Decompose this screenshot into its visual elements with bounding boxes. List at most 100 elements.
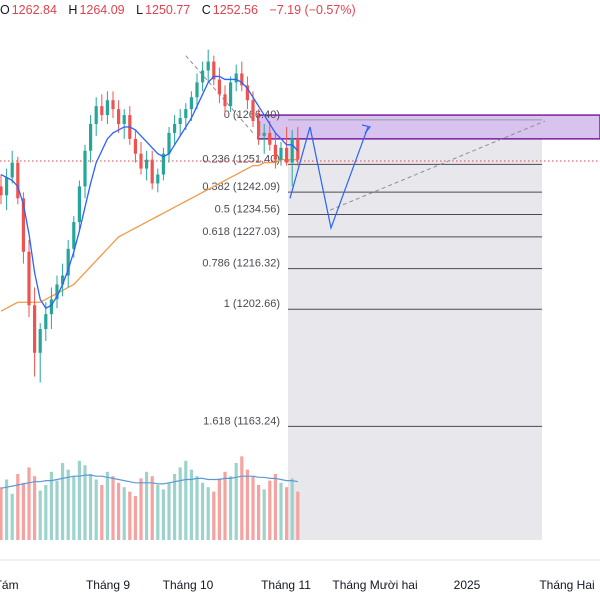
volume-bar [262, 489, 266, 540]
candle-body [38, 329, 42, 353]
candle-body [44, 314, 48, 330]
volume-bar [240, 456, 244, 540]
volume-bar [128, 491, 132, 540]
volume-bar [223, 471, 227, 540]
candle-body [251, 100, 255, 122]
candle-body [212, 61, 216, 80]
candle-body [206, 61, 210, 71]
volume-bar [206, 487, 210, 540]
close-label: C [201, 3, 211, 17]
volume-bar [178, 467, 182, 540]
ema-fast-line [0, 75, 299, 310]
volume-bar [139, 478, 143, 540]
volume-bar [77, 460, 81, 540]
volume-bar [268, 480, 272, 540]
volume-bar [279, 482, 283, 540]
candle-body [66, 248, 70, 276]
candle-body [201, 70, 205, 83]
candle-body [268, 132, 272, 145]
volume-bar [251, 476, 255, 540]
candle-body [133, 138, 137, 154]
volume-bar [195, 476, 199, 540]
volume-bar [83, 465, 87, 540]
candle-body [139, 153, 143, 169]
candle-body [240, 73, 244, 86]
fib-label: 0.236 (1251.40) [202, 153, 280, 165]
volume-bar [285, 487, 289, 540]
candle-body [105, 100, 109, 116]
volume-bar [21, 482, 25, 540]
low-value: 1250.77 [145, 3, 191, 17]
volume-bar [122, 487, 126, 540]
x-tick-label: Tháng Hai [539, 578, 594, 592]
x-tick-label: Tháng Mười hai [332, 578, 417, 592]
open-value: 1262.84 [11, 3, 57, 17]
candle-body [16, 162, 20, 199]
candle-body [173, 124, 177, 133]
x-tick-label: Tháng 10 [163, 578, 214, 592]
candle-body [217, 79, 221, 95]
fib-label: 0.382 (1242.09) [202, 181, 280, 193]
fib-label: 1 (1202.66) [224, 298, 280, 310]
volume-bar [5, 479, 9, 540]
candle-body [72, 222, 76, 249]
volume-bar [117, 482, 121, 540]
volume-bar [61, 463, 65, 540]
volume-bar [94, 479, 98, 540]
x-tick-label: Tháng 9 [86, 578, 130, 592]
projection-path [289, 126, 369, 231]
candle-body [245, 85, 249, 101]
candle-body [122, 115, 126, 124]
x-tick-label: 2025 [454, 578, 481, 592]
volume-bar [16, 474, 20, 540]
candle-body [94, 106, 98, 124]
candle-body [161, 153, 165, 175]
ema-slow-line [0, 159, 298, 312]
volume-bar [105, 471, 109, 540]
candle-body [117, 109, 121, 124]
candle-body [89, 124, 93, 151]
candle-body [0, 186, 3, 196]
volume-bar [133, 496, 137, 540]
volume-bar [38, 490, 42, 540]
candle-body [10, 162, 14, 178]
candle-body [167, 132, 171, 154]
volume-ma-line [0, 474, 298, 489]
volume-bar [72, 476, 76, 540]
fib-label: 0.618 (1227.03) [202, 226, 280, 238]
volume-bar [145, 471, 149, 540]
candle-body [145, 159, 149, 169]
high-value: 1264.09 [79, 3, 125, 17]
volume-bar [212, 491, 216, 540]
candle-body [21, 198, 25, 252]
candle-body [49, 299, 53, 315]
volume-bar [10, 493, 14, 540]
candle-body [285, 147, 289, 163]
candle-body [223, 94, 227, 107]
candle-body [83, 150, 87, 187]
close-value: 1252.56 [212, 3, 258, 17]
volume-bar [150, 476, 154, 540]
candle-body [61, 275, 65, 285]
volume-bar [33, 476, 37, 540]
candle-body [100, 106, 104, 116]
volume-bar [27, 467, 31, 540]
candle-body [257, 121, 261, 136]
volume-bar [167, 482, 171, 540]
volume-bar [156, 485, 160, 540]
x-tick-label: Tháng Tám [0, 578, 19, 592]
volume-bar [189, 469, 193, 540]
fib-label: 1.618 (1163.24) [203, 415, 280, 427]
candle-body [279, 147, 283, 160]
volume-bar [234, 463, 238, 540]
candle-body [262, 132, 266, 136]
candle-body [234, 73, 238, 83]
volume-bar [245, 469, 249, 540]
fib-zone [288, 119, 542, 540]
fib-label: 0.786 (1216.32) [202, 258, 280, 270]
volume-bar [296, 491, 300, 540]
volume-bar [217, 478, 221, 540]
candle-body [178, 118, 182, 124]
candle-body [156, 174, 160, 184]
